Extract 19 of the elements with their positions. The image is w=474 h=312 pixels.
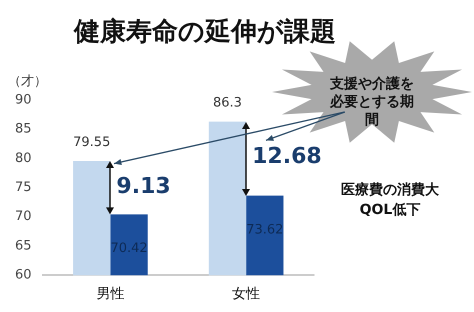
- data-label: 70.42: [110, 241, 148, 256]
- y-tick-label: 90: [14, 92, 32, 108]
- annotation: 9.13: [116, 174, 171, 199]
- data-label: 73.62: [246, 222, 284, 238]
- data-label: 79.55: [73, 134, 110, 150]
- x-tick-label: 男性: [96, 286, 124, 302]
- chart-title: 健康寿命の延伸が課題: [72, 16, 337, 49]
- y-tick-label: 85: [14, 122, 32, 137]
- text: 支援や介護を必要とする期間: [328, 75, 415, 129]
- y-tick-label: 80: [14, 150, 32, 166]
- y-tick-label: 60: [14, 268, 32, 283]
- y-tick-label: 65: [14, 238, 32, 254]
- annotation: 12.68: [252, 144, 322, 170]
- y-tick-label: 70: [14, 209, 32, 224]
- data-label: 86.3: [212, 95, 242, 110]
- y-tick-label: 75: [14, 180, 32, 195]
- y-axis-title: （才）: [8, 73, 47, 90]
- text: 医療費の消費大QOL低下: [340, 181, 440, 220]
- x-tick-label: 女性: [232, 286, 260, 302]
